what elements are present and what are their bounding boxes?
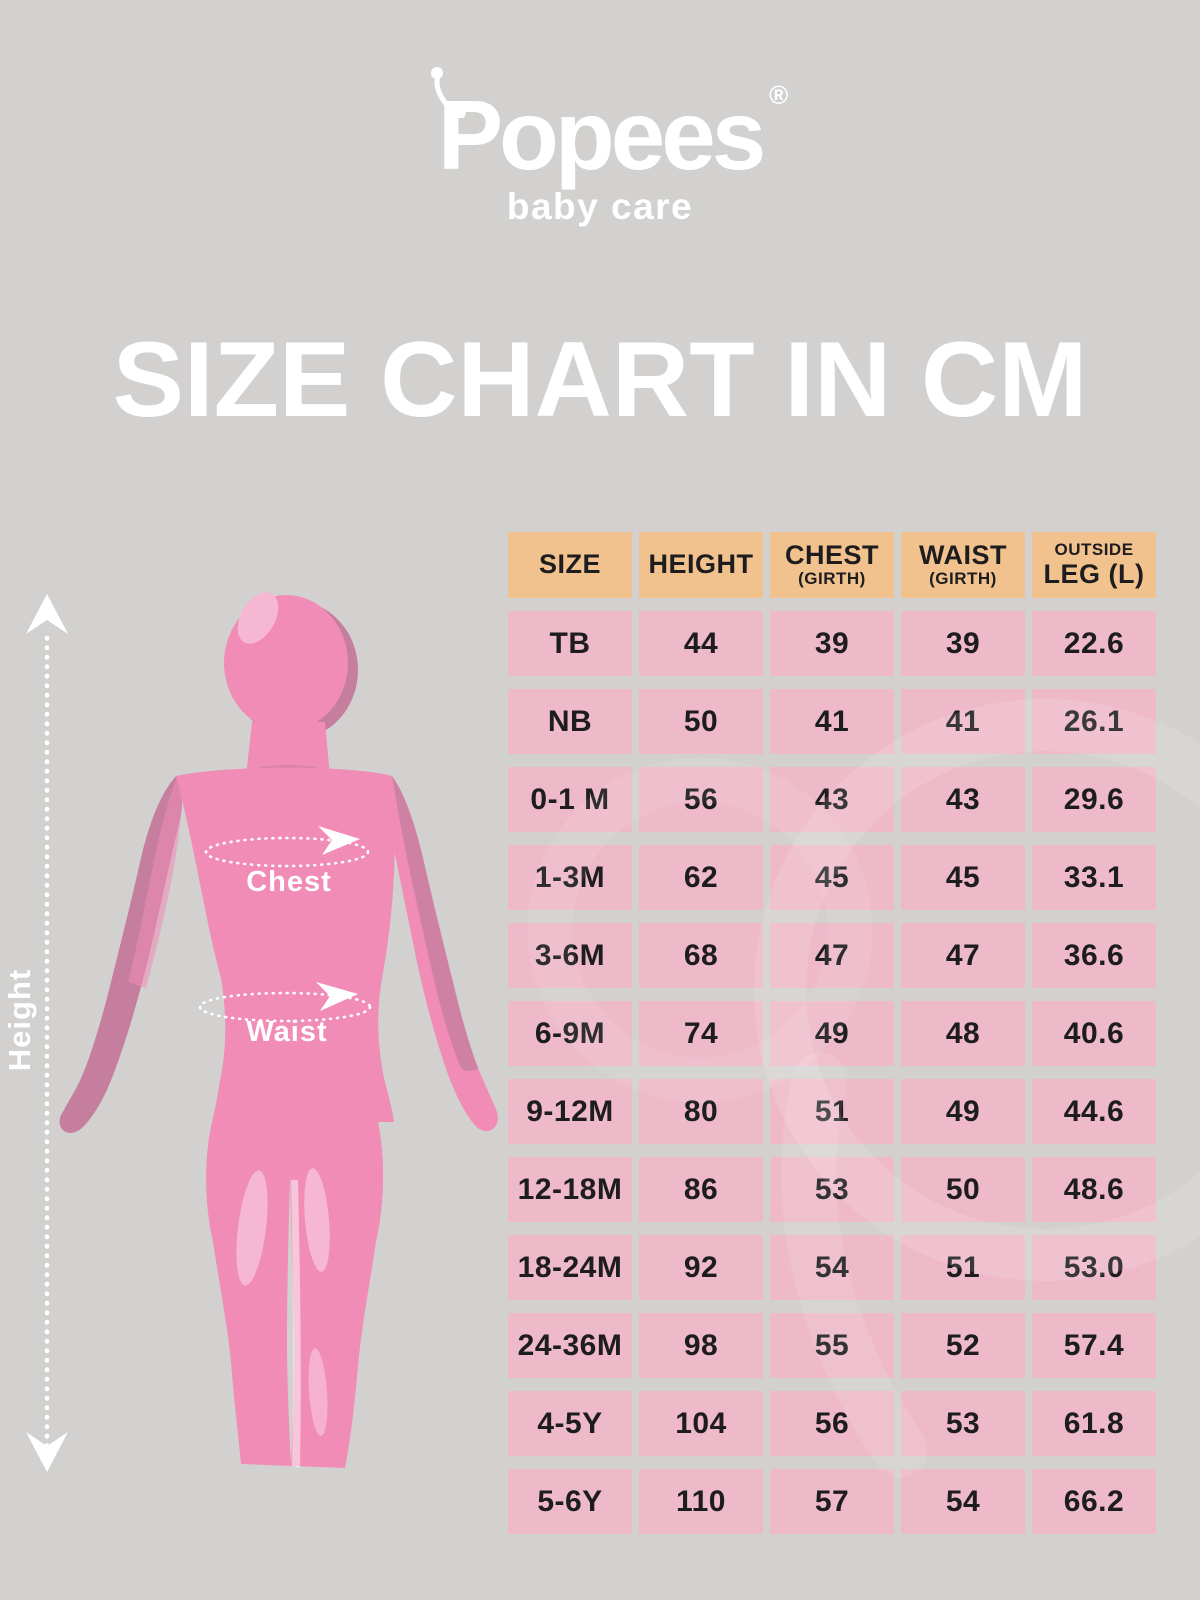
value-cell: 54 <box>901 1469 1025 1534</box>
value-cell: 51 <box>770 1079 894 1144</box>
size-cell: 1-3M <box>508 845 632 910</box>
value-cell: 68 <box>639 923 763 988</box>
value-cell: 61.8 <box>1032 1391 1156 1456</box>
column-header: SIZE <box>508 532 632 598</box>
size-cell: 9-12M <box>508 1079 632 1144</box>
value-cell: 98 <box>639 1313 763 1378</box>
body-figure-illustration <box>26 592 498 1472</box>
size-cell: 5-6Y <box>508 1469 632 1534</box>
value-cell: 48 <box>901 1001 1025 1066</box>
bee-antenna-icon <box>430 67 466 118</box>
value-cell: 57.4 <box>1032 1313 1156 1378</box>
value-cell: 45 <box>770 845 894 910</box>
value-cell: 40.6 <box>1032 1001 1156 1066</box>
value-cell: 45 <box>901 845 1025 910</box>
chest-girth-ellipse <box>204 826 370 868</box>
column-header-text: OUTSIDE <box>1054 540 1134 560</box>
value-cell: 39 <box>770 611 894 676</box>
registered-mark-icon: ® <box>769 80 789 110</box>
column-header-text: (GIRTH) <box>929 569 997 589</box>
value-cell: 86 <box>639 1157 763 1222</box>
size-cell: 3-6M <box>508 923 632 988</box>
chest-label: Chest <box>246 866 332 898</box>
value-cell: 41 <box>901 689 1025 754</box>
column-header-text: WAIST <box>919 540 1007 571</box>
value-cell: 22.6 <box>1032 611 1156 676</box>
value-cell: 50 <box>901 1157 1025 1222</box>
column-header-text: (GIRTH) <box>798 569 866 589</box>
size-cell: 4-5Y <box>508 1391 632 1456</box>
brand-header: Popees ® baby care <box>0 67 1200 228</box>
value-cell: 62 <box>639 845 763 910</box>
value-cell: 51 <box>901 1235 1025 1300</box>
value-cell: 104 <box>639 1391 763 1456</box>
column-header-text: CHEST <box>784 540 879 571</box>
column-header: OUTSIDE LEG (L) <box>1032 532 1156 598</box>
value-cell: 50 <box>639 689 763 754</box>
value-cell: 80 <box>639 1079 763 1144</box>
value-cell: 74 <box>639 1001 763 1066</box>
value-cell: 43 <box>901 767 1025 832</box>
value-cell: 53 <box>901 1391 1025 1456</box>
value-cell: 44 <box>639 611 763 676</box>
value-cell: 92 <box>639 1235 763 1300</box>
value-cell: 47 <box>770 923 894 988</box>
value-cell: 41 <box>770 689 894 754</box>
value-cell: 110 <box>639 1469 763 1534</box>
height-label: Height <box>2 968 37 1072</box>
size-cell: NB <box>508 689 632 754</box>
height-arrow <box>26 594 68 1472</box>
brand-logo: Popees <box>437 80 767 190</box>
column-header: HEIGHT <box>639 532 763 598</box>
value-cell: 36.6 <box>1032 923 1156 988</box>
waist-label: Waist <box>246 1016 328 1048</box>
waist-girth-ellipse <box>198 982 372 1023</box>
value-cell: 54 <box>770 1235 894 1300</box>
column-header-text: LEG (L) <box>1043 558 1145 589</box>
size-table: SIZE HEIGHT CHEST (GIRTH) WAIST (GIRTH) OUTSID… <box>508 532 1156 1534</box>
page-title: SIZE CHART IN CM <box>112 319 1088 439</box>
child-mannequin <box>59 592 498 1468</box>
value-cell: 44.6 <box>1032 1079 1156 1144</box>
value-cell: 57 <box>770 1469 894 1534</box>
value-cell: 39 <box>901 611 1025 676</box>
value-cell: 49 <box>770 1001 894 1066</box>
value-cell: 43 <box>770 767 894 832</box>
column-header-text: HEIGHT <box>648 549 754 580</box>
value-cell: 33.1 <box>1032 845 1156 910</box>
value-cell: 26.1 <box>1032 689 1156 754</box>
column-header: WAIST (GIRTH) <box>901 532 1025 598</box>
value-cell: 66.2 <box>1032 1469 1156 1534</box>
value-cell: 52 <box>901 1313 1025 1378</box>
value-cell: 47 <box>901 923 1025 988</box>
value-cell: 53 <box>770 1157 894 1222</box>
size-cell: 24-36M <box>508 1313 632 1378</box>
size-cell: TB <box>508 611 632 676</box>
column-header: CHEST (GIRTH) <box>770 532 894 598</box>
size-cell: 0-1 M <box>508 767 632 832</box>
size-cell: 12-18M <box>508 1157 632 1222</box>
value-cell: 55 <box>770 1313 894 1378</box>
value-cell: 56 <box>770 1391 894 1456</box>
brand-tagline: baby care <box>506 186 694 227</box>
column-header-text: SIZE <box>538 549 601 580</box>
size-cell: 6-9M <box>508 1001 632 1066</box>
value-cell: 48.6 <box>1032 1157 1156 1222</box>
value-cell: 49 <box>901 1079 1025 1144</box>
value-cell: 29.6 <box>1032 767 1156 832</box>
value-cell: 56 <box>639 767 763 832</box>
size-cell: 18-24M <box>508 1235 632 1300</box>
value-cell: 53.0 <box>1032 1235 1156 1300</box>
